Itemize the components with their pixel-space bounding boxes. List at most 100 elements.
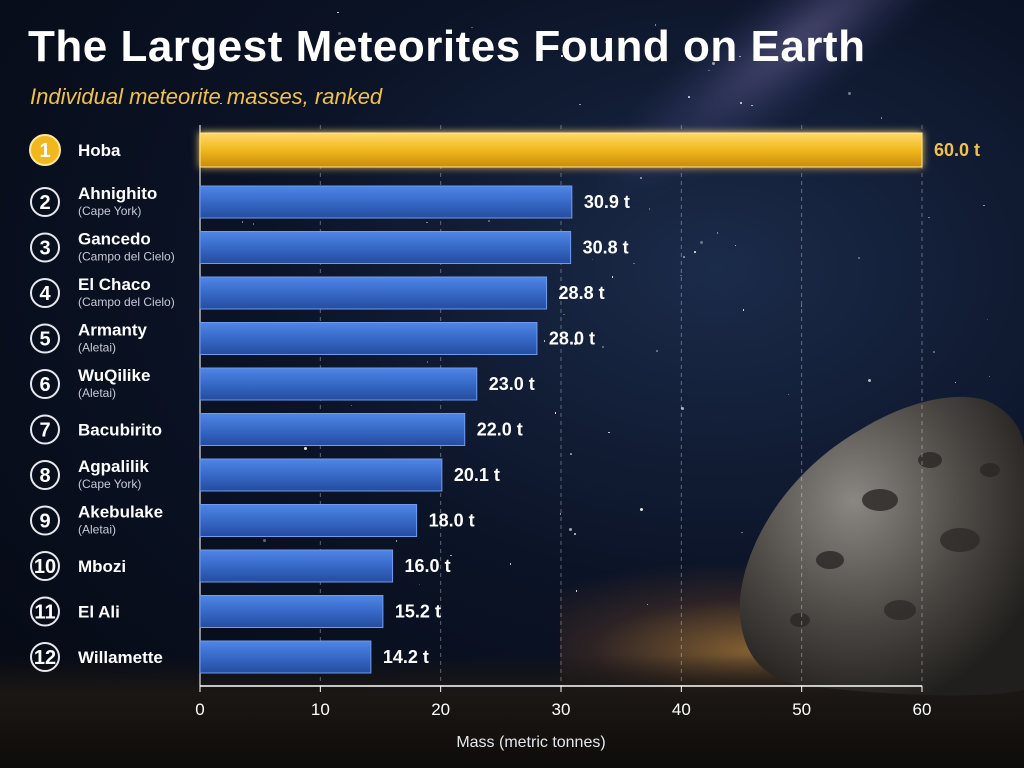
star — [602, 346, 604, 348]
meteorite-location-note: (Campo del Cielo) — [78, 295, 175, 309]
star — [751, 104, 753, 107]
star — [646, 603, 649, 606]
bar — [199, 504, 418, 537]
rank-badge — [30, 551, 60, 581]
rank-badge — [30, 414, 60, 445]
star — [395, 540, 398, 542]
star — [734, 244, 737, 247]
x-tick-label: 30 — [552, 700, 571, 719]
star — [450, 554, 452, 557]
meteorite-location-note: (Aletai) — [78, 386, 116, 400]
rank-number: 4 — [39, 283, 51, 305]
star — [741, 531, 743, 534]
star — [488, 220, 490, 222]
meteorite-location-note: (Aletai) — [78, 341, 116, 355]
x-axis: 0 10 20 30 40 50 60 Mass (metric tonnes) — [195, 685, 932, 751]
bar — [199, 322, 538, 355]
star — [858, 257, 860, 259]
star — [986, 318, 989, 321]
bar-value-label: 16.0 t — [405, 556, 451, 576]
star — [680, 406, 684, 410]
rank-number: 10 — [34, 556, 56, 578]
bar-value-label: 18.0 t — [429, 511, 475, 531]
meteorite-location-note: (Aletai) — [78, 523, 116, 537]
star — [988, 375, 991, 378]
rank-badge — [30, 232, 60, 263]
bar-value-label: 30.8 t — [583, 238, 629, 258]
star — [579, 103, 581, 106]
meteorite-name: El Chaco — [78, 275, 151, 294]
star — [611, 276, 614, 278]
meteorite-name: Akebulake — [78, 503, 163, 522]
star — [654, 24, 657, 26]
rank-number: 5 — [39, 329, 50, 351]
x-tick-label: 40 — [672, 700, 691, 719]
bar — [199, 549, 394, 583]
star — [700, 240, 704, 244]
bar-value-label: 23.0 t — [489, 374, 535, 394]
rank-badge — [30, 369, 60, 399]
star — [928, 216, 930, 219]
star — [656, 350, 658, 352]
meteorite-name: Mbozi — [78, 557, 126, 576]
star — [543, 340, 546, 342]
bar — [199, 458, 443, 492]
bar — [199, 231, 572, 264]
star — [337, 11, 339, 14]
rank-badge — [30, 596, 60, 627]
star — [471, 26, 473, 28]
bar-value-label: 28.8 t — [559, 283, 605, 303]
star — [933, 351, 935, 353]
star — [716, 232, 719, 234]
rank-badge — [30, 642, 60, 672]
star — [575, 590, 578, 592]
star — [570, 453, 572, 455]
star — [426, 361, 429, 363]
meteorite-name: Bacubirito — [78, 421, 162, 440]
chart-subtitle: Individual meteorite masses, ranked — [30, 84, 383, 109]
chart-title: The Largest Meteorites Found on Earth — [28, 22, 866, 71]
star — [608, 431, 610, 434]
star — [848, 91, 852, 95]
star — [350, 404, 353, 407]
meteorite-name: WuQilike — [78, 366, 150, 385]
rank-number: 3 — [39, 238, 50, 260]
bars — [199, 132, 923, 674]
bar — [199, 595, 384, 628]
star — [418, 583, 421, 586]
bar — [199, 276, 548, 310]
star — [739, 55, 741, 58]
rank-badge — [30, 187, 60, 217]
meteorite-name: Hoba — [78, 141, 121, 160]
bar-value-label: 60.0 t — [934, 140, 980, 160]
rank-badge — [30, 505, 60, 536]
x-tick-label: 60 — [913, 700, 932, 719]
rank-badge — [29, 134, 61, 166]
star — [559, 513, 562, 515]
meteorite-name: Agpalilik — [78, 457, 149, 476]
rank-number: 2 — [39, 192, 50, 214]
star — [304, 447, 308, 451]
star — [680, 274, 682, 277]
star — [800, 305, 803, 307]
star — [574, 342, 578, 345]
x-tick-label: 0 — [195, 700, 204, 719]
star — [683, 256, 685, 258]
bar-value-label: 22.0 t — [477, 420, 523, 440]
star — [263, 538, 267, 542]
grid-lines — [199, 125, 923, 686]
bar-value-label: 28.0 t — [549, 329, 595, 349]
x-tick-label: 10 — [311, 700, 330, 719]
meteorite-rock-illustration — [739, 396, 1024, 696]
bar — [199, 367, 478, 401]
star — [568, 528, 572, 532]
star — [561, 55, 563, 57]
star — [640, 508, 644, 512]
star — [574, 533, 576, 535]
star — [563, 313, 565, 316]
rank-number: 1 — [39, 140, 50, 162]
star — [708, 69, 710, 72]
star — [740, 102, 742, 104]
star — [591, 258, 594, 261]
star — [648, 208, 651, 210]
